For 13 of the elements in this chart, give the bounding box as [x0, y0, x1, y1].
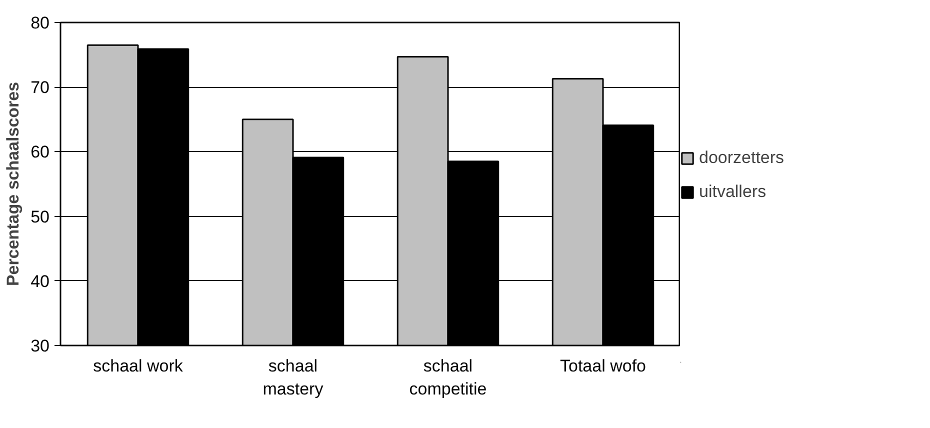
y-tick-label: 40	[30, 272, 50, 291]
legend-label: uitvallers	[699, 182, 766, 202]
legend-label: doorzetters	[699, 148, 784, 168]
x-tick-label: schaal competitie	[409, 356, 487, 398]
y-tick-label: 60	[30, 142, 50, 162]
y-tick-label: 70	[30, 78, 50, 98]
y-tick-label: 30	[30, 336, 50, 356]
x-tick-label: Totaal wofo	[560, 356, 646, 376]
y-tick-label: 50	[30, 207, 50, 226]
x-tick-label: schaal mastery	[262, 356, 324, 398]
y-axis-title: Percentage schaalscores	[4, 82, 23, 286]
x-tick-label: schaal work	[93, 356, 184, 376]
y-tick-label: 80	[30, 14, 50, 32]
